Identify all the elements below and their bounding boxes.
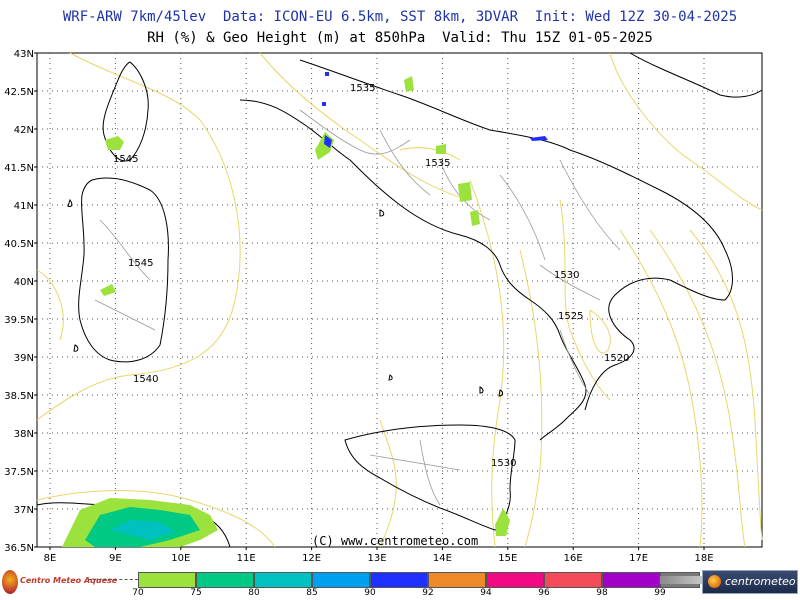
geo-height-contours — [36, 52, 763, 548]
contour-label: 1535 — [425, 158, 450, 169]
longitude-label: 17E — [629, 553, 648, 564]
contour-label: 1545 — [128, 258, 153, 269]
color-legend: Centro Meteo Aquese 70 75 80 85 90 92 94 96 98 99… — [0, 566, 800, 600]
latitude-label: 42N — [14, 125, 34, 136]
latitude-label: 38.5N — [4, 391, 34, 402]
legend-swatch — [428, 572, 486, 588]
latitude-label: 37N — [14, 505, 34, 516]
legend-swatch — [486, 572, 544, 588]
contour-label: 1545 — [113, 154, 138, 165]
longitude-label: 18E — [694, 553, 713, 564]
legend-swatch — [138, 572, 196, 588]
latitude-label: 40N — [14, 277, 34, 288]
longitude-label: 9E — [109, 553, 122, 564]
contour-label: 1530 — [554, 270, 579, 281]
latitude-label: 39N — [14, 353, 34, 364]
latitude-label: 38N — [14, 429, 34, 440]
latitude-label: 39.5N — [4, 315, 34, 326]
legend-label: 99 — [654, 588, 666, 598]
map-title: WRF-ARW 7km/45lev Data: ICON-EU 6.5km, S… — [62, 9, 738, 25]
legend-swatch — [254, 572, 312, 588]
legend-label: 90 — [364, 588, 376, 598]
legend-swatch — [312, 572, 370, 588]
humidity-patches — [62, 72, 548, 547]
coastlines — [36, 52, 763, 548]
legend-label: 70 — [132, 588, 144, 598]
latitude-label: 41N — [14, 201, 34, 212]
legend-arrow-right — [660, 576, 704, 584]
legend-swatch — [544, 572, 602, 588]
legend-label: 98 — [596, 588, 608, 598]
latitude-label: 41.5N — [4, 163, 34, 174]
legend-label: 80 — [248, 588, 260, 598]
longitude-label: 15E — [498, 553, 517, 564]
centrometeo-logo: centrometeo — [702, 570, 798, 594]
legend-label: 85 — [306, 588, 318, 598]
contour-label: 1540 — [133, 374, 158, 385]
sun-icon — [708, 575, 721, 588]
map-subtitle: RH (%) & Geo Height (m) at 850hPa Valid:… — [147, 30, 653, 46]
longitude-label: 11E — [237, 553, 256, 564]
weather-map: 43N 42.5N 42N 41.5N 41N 40.5N 40N 39.5N 39N 38.5N… — [4, 49, 763, 564]
contour-value-labels: 1535 1545 1535 1545 1530 1525 1520 1540 … — [113, 83, 629, 469]
centro-meteo-aquese-logo: Centro Meteo Aquese — [2, 568, 117, 596]
longitude-label: 14E — [433, 553, 452, 564]
latitude-label: 40.5N — [4, 239, 34, 250]
legend-label: 92 — [422, 588, 434, 598]
longitude-label: 8E — [44, 553, 57, 564]
legend-arrow-left — [88, 579, 138, 580]
right-logo-text: centrometeo — [725, 575, 796, 588]
regional-borders — [94, 109, 621, 506]
latitude-label: 36.5N — [4, 543, 34, 554]
legend-label: 94 — [480, 588, 492, 598]
legend-label: 96 — [538, 588, 550, 598]
map-frame — [36, 52, 763, 548]
longitude-label: 16E — [564, 553, 583, 564]
legend-swatch — [602, 572, 660, 588]
longitude-label: 12E — [302, 553, 321, 564]
logo-emblem-icon — [2, 570, 18, 594]
latitude-label: 42.5N — [4, 87, 34, 98]
latitude-label: 43N — [14, 49, 34, 60]
contour-label: 1520 — [604, 353, 629, 364]
longitude-label: 13E — [367, 553, 386, 564]
left-logo-text: Centro Meteo Aquese — [20, 576, 118, 585]
longitude-labels: 8E 9E 10E 11E 12E 13E 14E 15E 16E 17E 18E — [44, 547, 714, 564]
contour-label: 1530 — [491, 458, 516, 469]
legend-swatch — [370, 572, 428, 588]
legend-label: 75 — [190, 588, 202, 598]
latitude-label: 37.5N — [4, 467, 34, 478]
contour-label: 1535 — [350, 83, 375, 94]
latitude-labels: 43N 42.5N 42N 41.5N 41N 40.5N 40N 39.5N 39N 38.5N… — [4, 49, 37, 554]
longitude-label: 10E — [171, 553, 190, 564]
contour-label: 1525 — [558, 311, 583, 322]
legend-swatch — [196, 572, 254, 588]
copyright-credit: (C) www.centrometeo.com — [312, 534, 479, 548]
